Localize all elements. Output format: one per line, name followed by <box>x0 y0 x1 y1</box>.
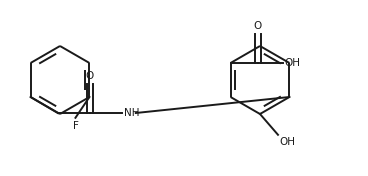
Text: OH: OH <box>284 58 300 68</box>
Text: O: O <box>254 21 262 31</box>
Text: F: F <box>72 121 78 131</box>
Text: NH: NH <box>124 108 139 118</box>
Text: O: O <box>86 71 94 81</box>
Text: OH: OH <box>280 137 296 147</box>
